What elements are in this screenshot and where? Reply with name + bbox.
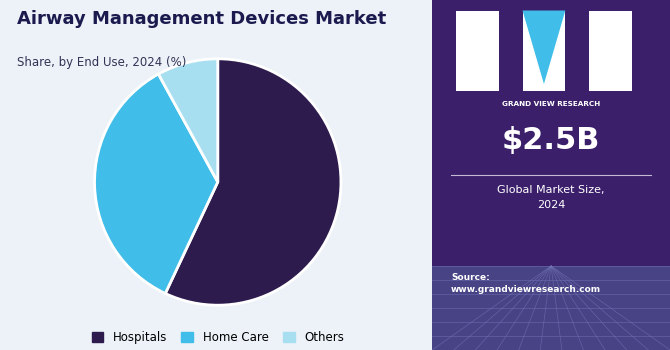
Wedge shape <box>158 59 218 182</box>
Text: $2.5B: $2.5B <box>502 126 600 154</box>
Wedge shape <box>165 59 341 305</box>
Text: Source:
www.grandviewresearch.com: Source: www.grandviewresearch.com <box>451 273 601 294</box>
FancyBboxPatch shape <box>456 10 498 91</box>
Text: GRAND VIEW RESEARCH: GRAND VIEW RESEARCH <box>502 102 600 107</box>
FancyBboxPatch shape <box>589 10 632 91</box>
Legend: Hospitals, Home Care, Others: Hospitals, Home Care, Others <box>87 326 348 349</box>
FancyBboxPatch shape <box>523 10 565 91</box>
Polygon shape <box>523 10 565 84</box>
Wedge shape <box>94 74 218 293</box>
Text: Airway Management Devices Market: Airway Management Devices Market <box>17 10 386 28</box>
Text: Global Market Size,
2024: Global Market Size, 2024 <box>497 186 605 210</box>
FancyBboxPatch shape <box>432 0 670 350</box>
Text: Share, by End Use, 2024 (%): Share, by End Use, 2024 (%) <box>17 56 186 69</box>
FancyBboxPatch shape <box>432 266 670 350</box>
